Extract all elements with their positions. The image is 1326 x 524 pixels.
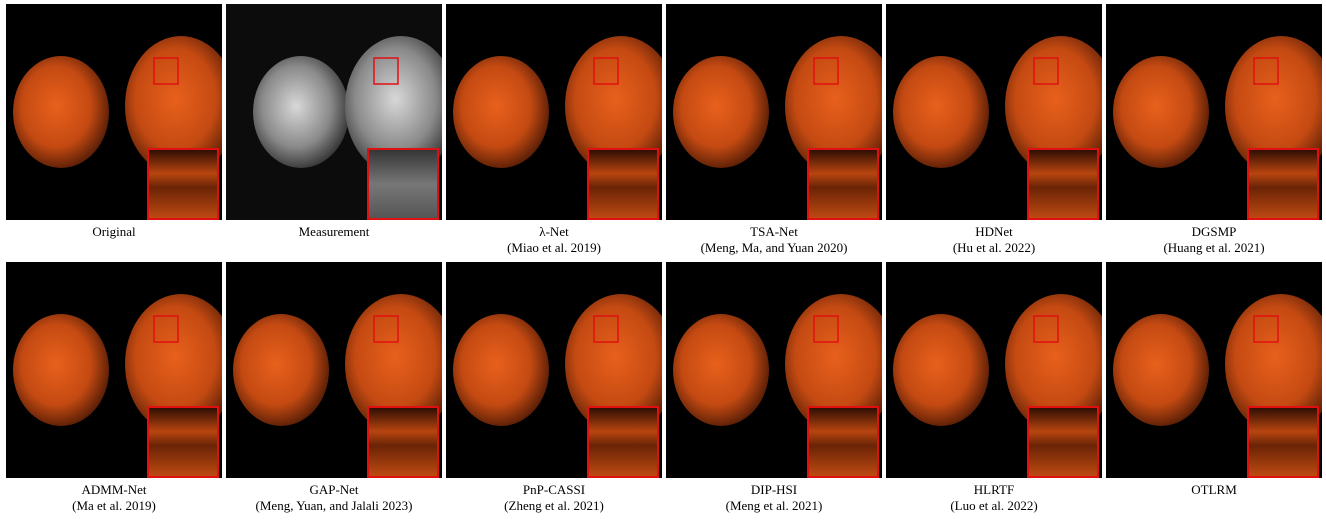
panel-image [446,262,662,478]
inset [808,407,878,477]
panel: OTLRM [1106,262,1322,498]
panel: DIP-HSI(Meng et al. 2021) [666,262,882,514]
citation: (Meng, Ma, and Yuan 2020) [666,240,882,256]
citation: (Zheng et al. 2021) [446,498,662,514]
caption: PnP-CASSI(Zheng et al. 2021) [446,482,662,514]
panel: ADMM-Net(Ma et al. 2019) [6,262,222,514]
panel-image [666,262,882,478]
panel-image [6,4,222,220]
left-fruit [673,56,769,168]
method-name: OTLRM [1106,482,1322,498]
inset [1028,407,1098,477]
left-fruit [13,56,109,168]
inset [148,407,218,477]
method-name: Original [6,224,222,240]
citation: (Ma et al. 2019) [6,498,222,514]
panel: GAP-Net(Meng, Yuan, and Jalali 2023) [226,262,442,514]
caption: HLRTF(Luo et al. 2022) [886,482,1102,514]
inset [808,149,878,219]
method-name: TSA-Net [666,224,882,240]
panel: HLRTF(Luo et al. 2022) [886,262,1102,514]
method-name: GAP-Net [226,482,442,498]
left-fruit [13,314,109,426]
panel-image [886,4,1102,220]
left-fruit [253,56,349,168]
citation: (Luo et al. 2022) [886,498,1102,514]
citation: (Meng et al. 2021) [666,498,882,514]
method-name: PnP-CASSI [446,482,662,498]
citation: (Huang et al. 2021) [1106,240,1322,256]
method-name: DIP-HSI [666,482,882,498]
inset [1248,149,1318,219]
caption: ADMM-Net(Ma et al. 2019) [6,482,222,514]
inset [1248,407,1318,477]
figure: OriginalMeasurementλ-Net(Miao et al. 201… [0,0,1326,524]
method-name: λ-Net [446,224,662,240]
inset [148,149,218,219]
method-name: Measurement [226,224,442,240]
left-fruit [453,56,549,168]
left-fruit [893,56,989,168]
panel: Measurement [226,4,442,240]
caption: DIP-HSI(Meng et al. 2021) [666,482,882,514]
panel: Original [6,4,222,240]
method-name: HDNet [886,224,1102,240]
panel-image [1106,4,1322,220]
panel: λ-Net(Miao et al. 2019) [446,4,662,256]
method-name: ADMM-Net [6,482,222,498]
left-fruit [1113,314,1209,426]
panel: PnP-CASSI(Zheng et al. 2021) [446,262,662,514]
citation: (Meng, Yuan, and Jalali 2023) [226,498,442,514]
inset [588,149,658,219]
panel-image [226,262,442,478]
caption: HDNet(Hu et al. 2022) [886,224,1102,256]
panel-image [666,4,882,220]
panel: DGSMP(Huang et al. 2021) [1106,4,1322,256]
inset [368,407,438,477]
left-fruit [1113,56,1209,168]
panel-image [886,262,1102,478]
citation: (Miao et al. 2019) [446,240,662,256]
method-name: HLRTF [886,482,1102,498]
left-fruit [233,314,329,426]
panel-image [1106,262,1322,478]
panel-image [226,4,442,220]
caption: DGSMP(Huang et al. 2021) [1106,224,1322,256]
panel: HDNet(Hu et al. 2022) [886,4,1102,256]
caption: TSA-Net(Meng, Ma, and Yuan 2020) [666,224,882,256]
left-fruit [453,314,549,426]
inset [588,407,658,477]
left-fruit [673,314,769,426]
inset [1028,149,1098,219]
caption: GAP-Net(Meng, Yuan, and Jalali 2023) [226,482,442,514]
method-name: DGSMP [1106,224,1322,240]
caption: Measurement [226,224,442,240]
inset [368,149,438,219]
caption: λ-Net(Miao et al. 2019) [446,224,662,256]
citation: (Hu et al. 2022) [886,240,1102,256]
panel-image [6,262,222,478]
left-fruit [893,314,989,426]
panel: TSA-Net(Meng, Ma, and Yuan 2020) [666,4,882,256]
caption: Original [6,224,222,240]
panel-image [446,4,662,220]
caption: OTLRM [1106,482,1322,498]
